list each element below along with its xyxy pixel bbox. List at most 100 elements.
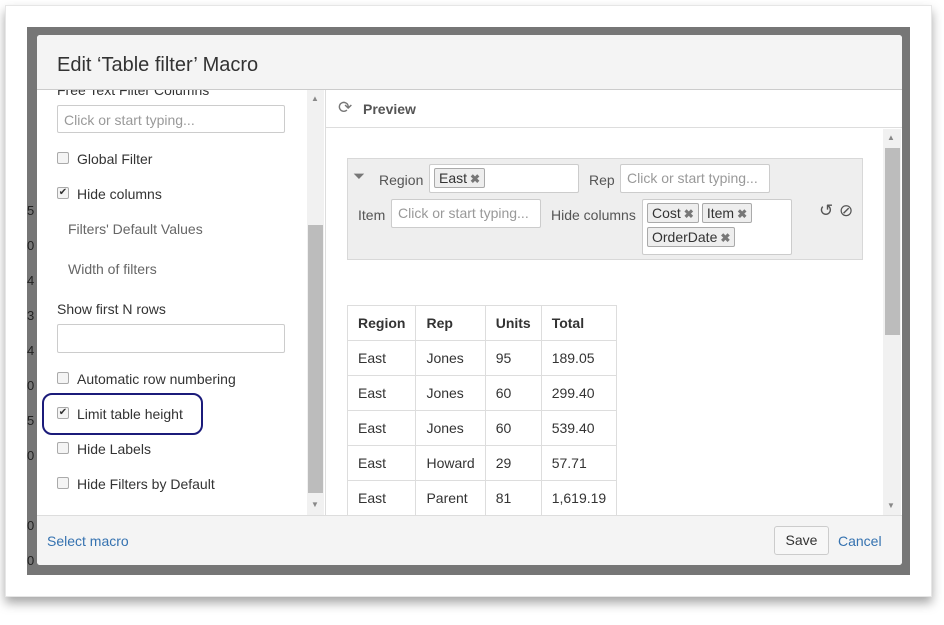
orderdate-tag: OrderDate ✖ (647, 227, 736, 247)
cell: Jones (415, 340, 486, 376)
cell: 81 (484, 480, 542, 516)
cell: Howard (415, 445, 486, 481)
rep-filter-label: Rep (589, 172, 615, 188)
scroll-up-icon[interactable]: ▲ (887, 133, 895, 142)
hide-filters-by-default-label: Hide Filters by Default (77, 476, 215, 492)
bg-text: 5 (27, 203, 35, 218)
cell: 299.40 (540, 375, 618, 411)
cell: East (346, 480, 417, 516)
column-header: Total (540, 305, 618, 341)
dialog-footer: Select macro Save Cancel (37, 515, 902, 565)
tag-label: Item (706, 205, 735, 221)
select-macro-link[interactable]: Select macro (47, 533, 129, 549)
bg-text: 0 (27, 448, 35, 463)
scrollbar-thumb[interactable] (885, 148, 900, 335)
global-filter-label: Global Filter (77, 151, 153, 167)
filter-bar: ⏷ Region East ✖ Rep Click or start typing… (347, 158, 863, 260)
cancel-link[interactable]: Cancel (838, 533, 882, 549)
hide-labels-checkbox[interactable] (57, 442, 69, 454)
refresh-icon[interactable]: ⟳ (338, 98, 353, 117)
hide-columns-label: Hide columns (77, 186, 162, 202)
preview-scrollbar[interactable]: ▲ ▼ (883, 129, 901, 515)
clear-icon[interactable]: ⊘ (839, 201, 854, 220)
remove-tag-icon[interactable]: ✖ (470, 172, 481, 186)
bg-text: 0 (27, 518, 35, 533)
limit-table-height-checkbox[interactable]: ✔ (57, 407, 69, 419)
cell: East (346, 375, 417, 411)
width-of-filters-link[interactable]: Width of filters (68, 261, 157, 277)
filters-default-values-link[interactable]: Filters' Default Values (68, 221, 203, 237)
settings-panel: Free Text Filter Columns Click or start … (37, 90, 323, 515)
hide-columns-filter-label: Hide columns (551, 207, 636, 223)
cell: East (346, 445, 417, 481)
tag-label: Cost (652, 205, 681, 221)
show-first-n-rows-input[interactable] (57, 324, 285, 353)
tag-label: OrderDate (652, 229, 718, 245)
hide-columns-filter-input[interactable]: Cost ✖ Item ✖ OrderDate ✖ (642, 199, 792, 255)
table-row: East Parent 81 1,619.19 (346, 480, 618, 516)
bg-text: 5 (27, 413, 35, 428)
item-filter-label: Item (358, 207, 386, 223)
highlight-annotation (42, 393, 203, 435)
preview-header: ⟳ Preview (326, 90, 902, 128)
cost-tag: Cost ✖ (647, 203, 699, 223)
cell: 539.40 (540, 410, 618, 446)
bg-text: 0 (27, 378, 35, 393)
cell: Jones (415, 410, 486, 446)
scroll-up-icon[interactable]: ▲ (311, 94, 319, 103)
free-text-filter-columns-label: Free Text Filter Columns (57, 90, 210, 98)
cell: Parent (415, 480, 486, 516)
column-header: Region (346, 305, 417, 341)
free-text-filter-columns-input[interactable]: Click or start typing... (57, 105, 285, 133)
hide-columns-checkbox[interactable]: ✔ (57, 187, 69, 199)
scrollbar-thumb[interactable] (308, 225, 323, 493)
reset-icon[interactable]: ↺ (819, 201, 834, 220)
cell: 57.71 (540, 445, 618, 481)
table-row: East Jones 95 189.05 (346, 340, 618, 376)
column-header: Rep (415, 305, 486, 341)
bg-text: 4 (27, 343, 35, 358)
settings-scrollbar[interactable]: ▲ ▼ (307, 90, 324, 515)
global-filter-checkbox[interactable] (57, 152, 69, 164)
preview-panel: ⟳ Preview ⏷ Region East ✖ Rep Click or st… (325, 90, 902, 516)
rep-filter-input[interactable]: Click or start typing... (620, 164, 770, 193)
dialog-header: Edit ‘Table filter’ Macro (37, 35, 902, 90)
remove-tag-icon[interactable]: ✖ (683, 207, 694, 221)
scroll-down-icon[interactable]: ▼ (887, 501, 895, 510)
remove-tag-icon[interactable]: ✖ (737, 207, 748, 221)
table-row: East Jones 60 299.40 (346, 375, 618, 411)
funnel-icon: ⏷ (353, 168, 366, 185)
bg-text: 0 (27, 238, 35, 253)
table-row: East Jones 60 539.40 (346, 410, 618, 446)
region-tag: East ✖ (434, 168, 486, 188)
cell: 60 (484, 375, 542, 411)
bg-text: 3 (27, 308, 35, 323)
cell: 29 (484, 445, 542, 481)
column-header: Units (484, 305, 542, 341)
automatic-row-numbering-label: Automatic row numbering (77, 371, 236, 387)
scroll-down-icon[interactable]: ▼ (311, 500, 319, 509)
cell: East (346, 340, 417, 376)
table-header-row: Region Rep Units Total (346, 305, 618, 341)
show-first-n-rows-label: Show first N rows (57, 301, 166, 317)
cell: 189.05 (540, 340, 618, 376)
hide-labels-label: Hide Labels (77, 441, 151, 457)
cell: Jones (415, 375, 486, 411)
save-button[interactable]: Save (774, 526, 829, 555)
cell: 60 (484, 410, 542, 446)
table-row: East Howard 29 57.71 (346, 445, 618, 481)
hide-filters-by-default-checkbox[interactable] (57, 477, 69, 489)
macro-dialog: Edit ‘Table filter’ Macro Free Text Filt… (37, 35, 902, 565)
preview-title: Preview (363, 101, 416, 117)
cell: 1,619.19 (540, 480, 618, 516)
cell: 95 (484, 340, 542, 376)
remove-tag-icon[interactable]: ✖ (720, 231, 731, 245)
preview-table: Region Rep Units Total East Jones 95 189.05… (346, 305, 618, 516)
bg-text: 0 (27, 553, 35, 568)
item-filter-input[interactable]: Click or start typing... (391, 199, 541, 228)
automatic-row-numbering-checkbox[interactable] (57, 372, 69, 384)
region-filter-label: Region (379, 172, 424, 188)
cell: East (346, 410, 417, 446)
region-filter-input[interactable]: East ✖ (429, 164, 579, 193)
dialog-title: Edit ‘Table filter’ Macro (57, 54, 259, 76)
